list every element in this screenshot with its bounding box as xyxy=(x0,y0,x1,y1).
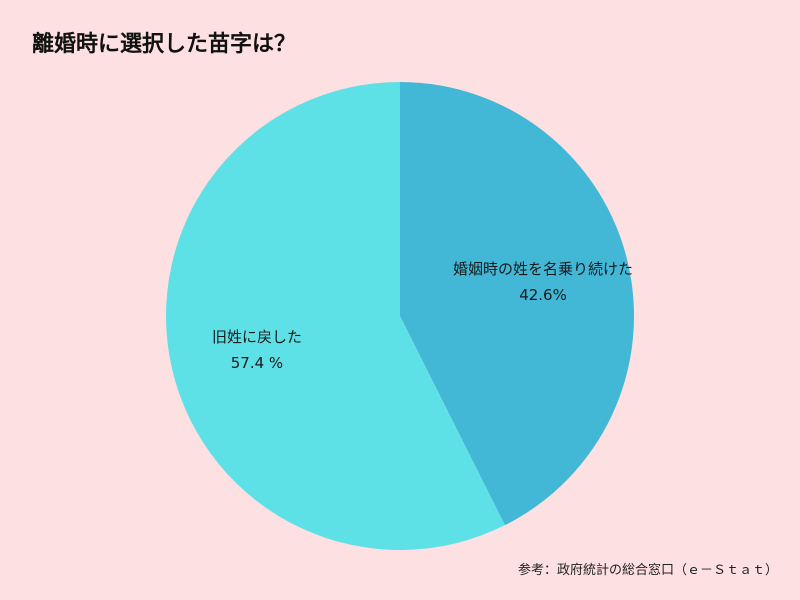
pie-slice-0 xyxy=(400,82,635,526)
source-note: 参考：政府統計の総合窓口（ｅ－Ｓｔａｔ） xyxy=(517,563,778,578)
slice-label-1: 旧姓に戻した xyxy=(212,328,302,346)
pie-slice-1 xyxy=(166,82,505,550)
slice-value-0: 42.6% xyxy=(519,286,567,304)
slice-label-0: 婚姻時の姓を名乗り続けた xyxy=(453,260,633,278)
slice-value-1: 57.4 % xyxy=(231,354,283,372)
chart-title: 離婚時に選択した苗字は？ xyxy=(32,32,297,57)
